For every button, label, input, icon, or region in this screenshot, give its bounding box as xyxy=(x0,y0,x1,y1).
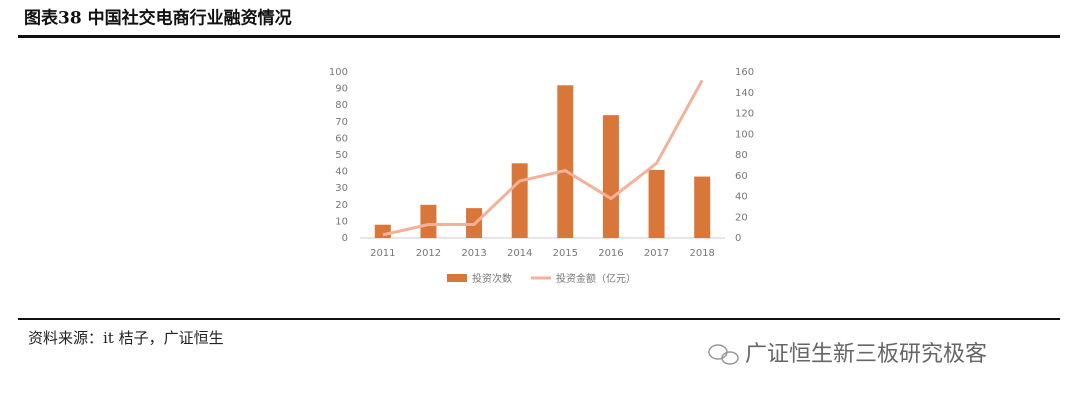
x-tick-label: 2018 xyxy=(689,248,714,259)
y2-tick-label: 40 xyxy=(735,192,748,203)
x-tick-label: 2015 xyxy=(553,248,578,259)
legend-label: 投资次数 xyxy=(472,272,512,285)
bar xyxy=(374,224,391,238)
y-tick-label: 40 xyxy=(335,167,348,178)
x-tick-label: 2017 xyxy=(644,248,669,259)
wechat-icon xyxy=(708,344,739,365)
line xyxy=(382,79,704,237)
bar xyxy=(557,85,574,238)
x-tick-label: 2011 xyxy=(370,248,395,259)
bar xyxy=(420,204,437,238)
y-tick-label: 30 xyxy=(335,183,348,194)
y2-tick-label: 140 xyxy=(735,88,754,99)
legend-swatch xyxy=(447,274,467,282)
y-tick-label: 10 xyxy=(335,216,348,227)
y2-tick-label: 60 xyxy=(735,171,748,182)
y2-tick-label: 0 xyxy=(735,233,741,244)
bar xyxy=(511,163,528,238)
x-tick-label: 2013 xyxy=(461,248,486,259)
x-tick-label: 2016 xyxy=(598,248,623,259)
y2-tick-label: 20 xyxy=(735,212,748,223)
y2-tick-label: 120 xyxy=(735,109,754,120)
y-tick-label: 50 xyxy=(335,150,348,161)
page-title: 图表38 中国社交电商行业融资情况 xyxy=(24,8,292,29)
header-rule xyxy=(18,35,1060,38)
bar xyxy=(602,115,619,238)
x-tick-label: 2014 xyxy=(507,248,532,259)
y2-tick-label: 160 xyxy=(735,67,754,78)
y2-tick-label: 100 xyxy=(735,129,754,140)
y-tick-label: 0 xyxy=(342,233,348,244)
legend-label: 投资金额（亿元） xyxy=(556,272,636,285)
y-tick-label: 90 xyxy=(335,84,348,95)
footer-rule xyxy=(18,318,1060,320)
y-tick-label: 80 xyxy=(335,100,348,111)
y-tick-label: 20 xyxy=(335,200,348,211)
watermark: 广证恒生新三板研究极客 xyxy=(745,342,987,367)
x-tick-label: 2012 xyxy=(416,248,441,259)
source-note: 资料来源：it 桔子，广证恒生 xyxy=(28,329,224,347)
bar xyxy=(694,176,711,238)
y-tick-label: 60 xyxy=(335,133,348,144)
bar xyxy=(648,169,665,238)
y-tick-label: 100 xyxy=(329,67,348,78)
y-tick-label: 70 xyxy=(335,117,348,128)
y2-tick-label: 80 xyxy=(735,150,748,161)
